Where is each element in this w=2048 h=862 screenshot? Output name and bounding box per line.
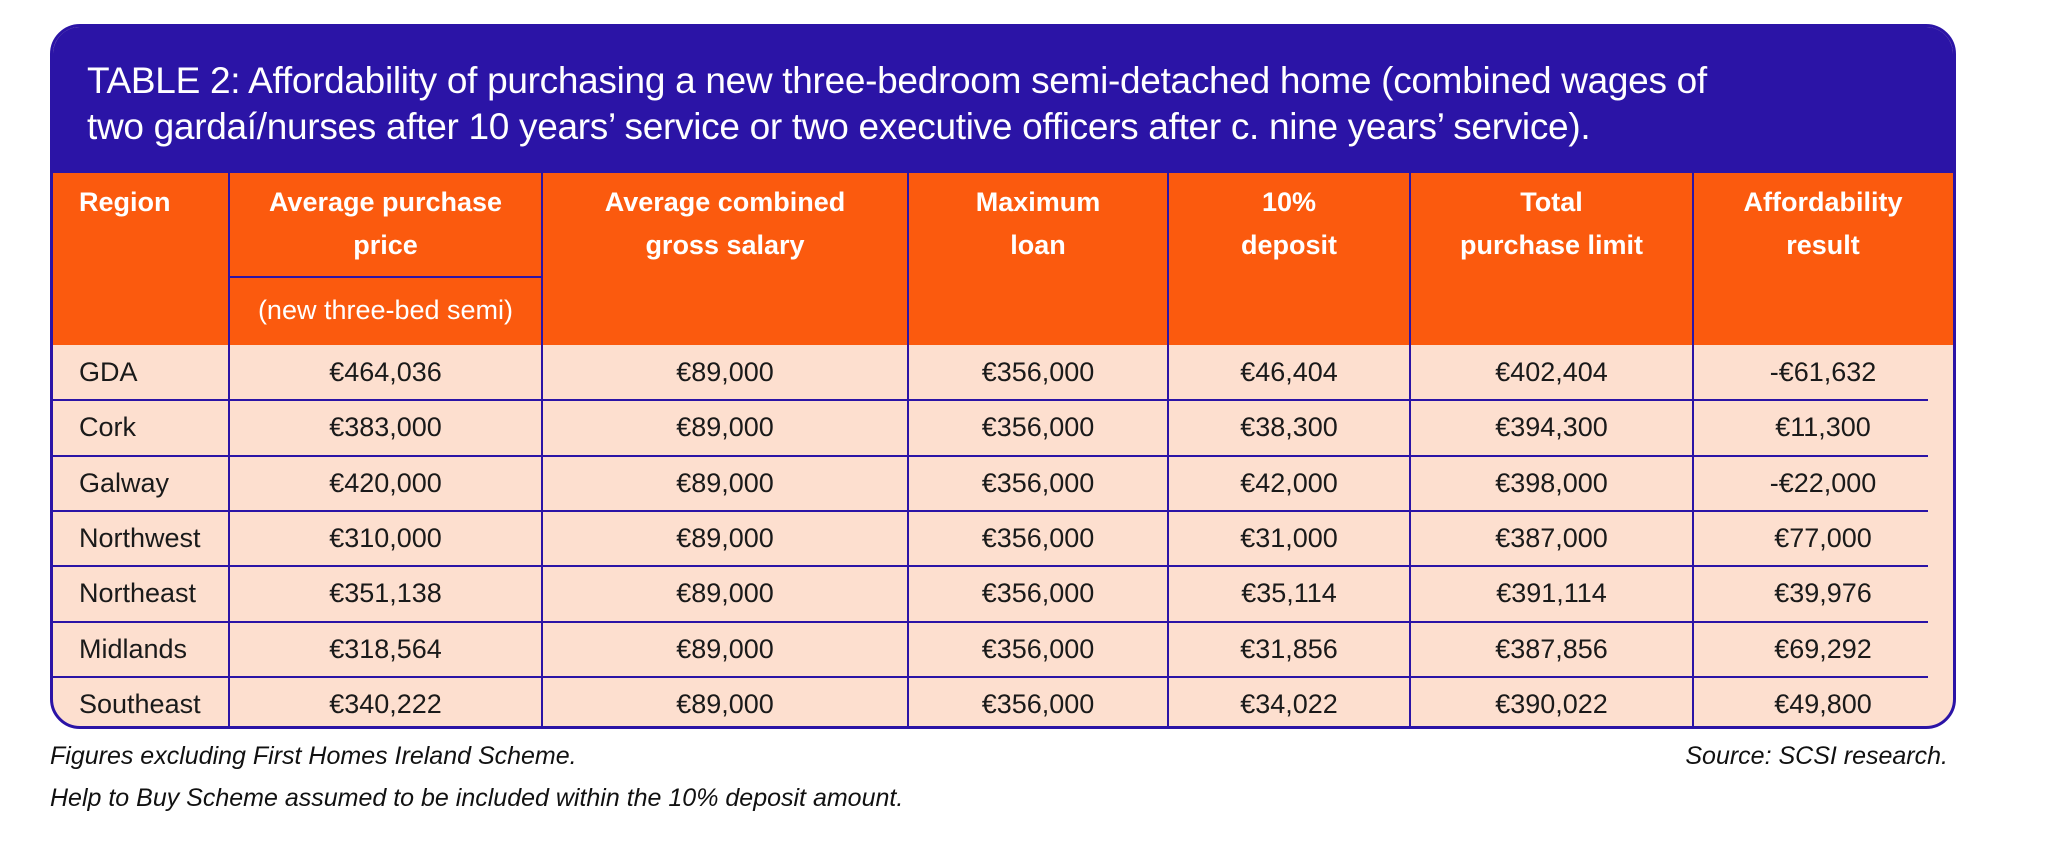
table-cell: €38,300 xyxy=(1240,412,1338,443)
table-cell: -€22,000 xyxy=(1769,467,1877,498)
table-cell: €356,000 xyxy=(981,412,1095,443)
table-panel: TABLE 2: Affordability of purchasing a n… xyxy=(50,24,1956,729)
table-cell: €89,000 xyxy=(676,357,774,387)
column-rule xyxy=(1692,173,1694,726)
table-cell: €391,114 xyxy=(1496,578,1607,609)
column-header: Average purchase xyxy=(268,187,503,217)
table-cell: €49,800 xyxy=(1774,688,1872,719)
table-cell: €356,000 xyxy=(981,522,1095,553)
row-label: GDA xyxy=(79,357,138,387)
table-cell: €318,564 xyxy=(329,633,442,664)
column-header: result xyxy=(1786,230,1860,260)
column-header: gross salary xyxy=(645,230,805,260)
row-rule xyxy=(53,399,1928,402)
table-cell: €356,000 xyxy=(981,633,1095,664)
table-cell: €89,000 xyxy=(676,578,774,609)
row-label: Northwest xyxy=(79,522,201,553)
footnote: Help to Buy Scheme assumed to be include… xyxy=(50,784,904,812)
source-note: Source: SCSI research. xyxy=(1685,742,1948,770)
row-label: Northeast xyxy=(79,578,197,609)
table-cell: €383,000 xyxy=(329,412,442,443)
table-cell: €69,292 xyxy=(1774,633,1872,664)
column-rule xyxy=(1409,173,1411,726)
footnote: Figures excluding First Homes Ireland Sc… xyxy=(50,742,577,770)
table-cell: €31,856 xyxy=(1240,633,1338,664)
table-cell: €398,000 xyxy=(1495,467,1608,498)
column-rule xyxy=(907,173,909,726)
table-cell: €356,000 xyxy=(981,467,1095,498)
column-rule xyxy=(541,173,543,726)
column-rule xyxy=(228,173,230,726)
table-cell: €464,036 xyxy=(329,357,442,387)
table-cell: €356,000 xyxy=(981,688,1095,719)
table-cell: €340,222 xyxy=(329,688,442,719)
table-cell: €34,022 xyxy=(1240,688,1338,719)
subheader-rule xyxy=(229,276,542,278)
column-header: Maximum xyxy=(975,187,1101,217)
table-cell: €46,404 xyxy=(1240,357,1338,387)
table-cell: €35,114 xyxy=(1241,578,1337,609)
table-cell: €356,000 xyxy=(981,357,1095,387)
table-cell: €402,404 xyxy=(1495,357,1608,387)
row-label: Galway xyxy=(79,467,170,498)
row-rule xyxy=(53,620,1928,623)
column-header: Region xyxy=(79,187,171,217)
column-header: 10% xyxy=(1261,187,1317,217)
table-cell: €310,000 xyxy=(329,522,442,553)
table-cell: €42,000 xyxy=(1240,467,1338,498)
table-cell: €420,000 xyxy=(329,467,442,498)
column-rule xyxy=(1167,173,1169,726)
column-header: Affordability xyxy=(1743,187,1903,217)
table-cell: €89,000 xyxy=(676,633,774,664)
row-label: Southeast xyxy=(79,688,201,719)
column-header: price xyxy=(353,230,418,260)
row-label: Midlands xyxy=(79,633,188,664)
column-header: Total xyxy=(1520,187,1583,217)
table-cell: €89,000 xyxy=(676,412,774,443)
column-header: purchase limit xyxy=(1459,230,1644,260)
column-subheader: (new three-bed semi) xyxy=(257,295,514,325)
table-cell: €394,300 xyxy=(1495,412,1608,443)
row-rule xyxy=(53,454,1928,457)
table-cell: €356,000 xyxy=(981,578,1095,609)
title-line: two gardaí/nurses after 10 years’ servic… xyxy=(87,106,1591,147)
header-band xyxy=(53,173,1953,345)
table-cell: €11,300 xyxy=(1775,412,1871,443)
title-line: TABLE 2: Affordability of purchasing a n… xyxy=(87,60,1707,101)
row-rule xyxy=(53,565,1928,568)
title-band xyxy=(53,27,1953,173)
column-header: Average combined xyxy=(604,187,846,217)
table-cell: €387,856 xyxy=(1495,633,1608,664)
table-cell: €89,000 xyxy=(676,467,774,498)
table-cell: €387,000 xyxy=(1495,522,1608,553)
row-rule xyxy=(53,509,1928,512)
table-cell: €39,976 xyxy=(1774,578,1872,609)
row-label: Cork xyxy=(79,412,137,443)
table-cell: €89,000 xyxy=(676,522,774,553)
table-cell: €77,000 xyxy=(1774,522,1872,553)
column-header: loan xyxy=(1010,230,1066,260)
table-cell: -€61,632 xyxy=(1769,357,1877,387)
table-cell: €390,022 xyxy=(1495,688,1608,719)
row-rule xyxy=(53,675,1928,678)
column-header: deposit xyxy=(1240,230,1337,260)
table-cell: €89,000 xyxy=(676,688,774,719)
table-cell: €31,000 xyxy=(1240,522,1338,553)
table-cell: €351,138 xyxy=(329,578,442,609)
